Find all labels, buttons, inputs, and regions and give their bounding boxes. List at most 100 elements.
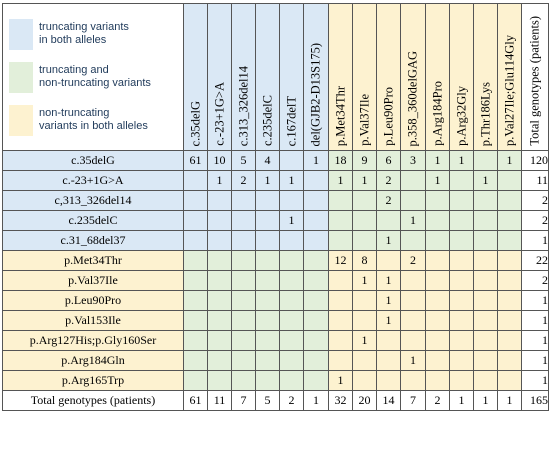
table-cell: 10: [207, 150, 232, 171]
table-cell: [183, 250, 208, 271]
table-cell: 1: [207, 170, 232, 191]
column-header-label: c.167delT: [284, 95, 298, 146]
table-cell: [497, 190, 522, 211]
total-cell: 32: [328, 390, 353, 411]
table-cell: [231, 230, 256, 251]
table-row: p.Arg127His;p.Gly160Ser 1 1: [2, 330, 549, 351]
column-header: p.358_360delGAG: [400, 3, 426, 151]
table-cell: [449, 290, 474, 311]
table-cell: 6: [376, 150, 401, 171]
table-cell: [352, 370, 377, 391]
legend-swatch: [9, 61, 33, 93]
table-cell: [425, 350, 450, 371]
table-cell: [425, 230, 450, 251]
row-total-cell: 1: [521, 290, 549, 311]
total-cell: 165: [521, 390, 549, 411]
table-cell: [425, 210, 450, 231]
column-header-label: c.235delC: [260, 94, 274, 146]
table-cell: [207, 330, 232, 351]
table-cell: [425, 310, 450, 331]
table-cell: [400, 330, 426, 351]
table-cell: [303, 230, 329, 251]
table-cell: [449, 170, 474, 191]
table-cell: [497, 330, 522, 351]
column-header-label: p.Arg184Pro: [430, 81, 444, 146]
table-cell: [279, 270, 304, 291]
table-cell: [255, 290, 280, 311]
table-cell: [207, 250, 232, 271]
table-cell: [183, 370, 208, 391]
table-cell: 61: [183, 150, 208, 171]
table-cell: [376, 210, 401, 231]
table-cell: [279, 150, 304, 171]
table-cell: 1: [425, 170, 450, 191]
total-cell: 1: [303, 390, 329, 411]
legend-item: non-truncating variants in both alleles: [9, 104, 183, 136]
table-cell: [449, 270, 474, 291]
table-cell: [303, 350, 329, 371]
table-cell: [473, 310, 498, 331]
table-cell: [376, 330, 401, 351]
total-cell: 2: [279, 390, 304, 411]
column-header-label: c.35delG: [188, 100, 202, 146]
table-cell: [255, 350, 280, 371]
total-cell: 2: [425, 390, 450, 411]
row-total-cell: 1: [521, 310, 549, 331]
table-cell: [497, 270, 522, 291]
table-cell: [497, 370, 522, 391]
table-cell: [207, 230, 232, 251]
table-cell: [279, 290, 304, 311]
table-cell: [328, 330, 353, 351]
table-row: c.31_68del37 1 1: [2, 230, 549, 251]
table-cell: [303, 210, 329, 231]
table-cell: [497, 230, 522, 251]
table-cell: [207, 190, 232, 211]
table-cell: 1: [400, 210, 426, 231]
row-label: p.Arg127His;p.Gly160Ser: [2, 330, 184, 351]
table-cell: 1: [376, 230, 401, 251]
row-label: p.Val153Ile: [2, 310, 184, 331]
table-cell: 1: [473, 170, 498, 191]
table-cell: [328, 350, 353, 371]
table-cell: [207, 310, 232, 331]
table-cell: 1: [328, 170, 353, 191]
table-cell: 2: [231, 170, 256, 191]
table-cell: [376, 350, 401, 371]
table-cell: [376, 250, 401, 271]
table-cell: [207, 370, 232, 391]
column-header: c.235delC: [255, 3, 280, 151]
table-cell: [352, 290, 377, 311]
table-cell: [473, 350, 498, 371]
table-cell: 1: [376, 310, 401, 331]
table-cell: 1: [255, 170, 280, 191]
total-cell: 1: [473, 390, 498, 411]
table-cell: [473, 210, 498, 231]
table-row: p.Val153Ile 1 1: [2, 310, 549, 331]
table-cell: 8: [352, 250, 377, 271]
table-cell: [231, 210, 256, 231]
table-cell: 3: [400, 150, 426, 171]
table-cell: [473, 290, 498, 311]
table-cell: [183, 230, 208, 251]
table-cell: [497, 210, 522, 231]
row-total-cell: 11: [521, 170, 549, 191]
table-cell: [449, 190, 474, 211]
table-cell: [183, 290, 208, 311]
table-cell: 1: [497, 150, 522, 171]
column-header-label: p.Val37Ile: [357, 94, 371, 146]
column-header: c.167delT: [279, 3, 304, 151]
legend-swatch: [9, 18, 33, 50]
table-cell: [279, 330, 304, 351]
row-label: p.Val37Ile: [2, 270, 184, 291]
table-cell: [425, 270, 450, 291]
row-label: p.Met34Thr: [2, 250, 184, 271]
table-cell: [473, 250, 498, 271]
table-cell: [207, 270, 232, 291]
table-row: p.Met34Thr 12 8 2 22: [2, 250, 549, 271]
table-cell: [449, 310, 474, 331]
column-header: c.-23+1G>A: [207, 3, 232, 151]
table-cell: [400, 290, 426, 311]
row-total-cell: 120: [521, 150, 549, 171]
table-cell: [183, 270, 208, 291]
table-cell: 4: [255, 150, 280, 171]
